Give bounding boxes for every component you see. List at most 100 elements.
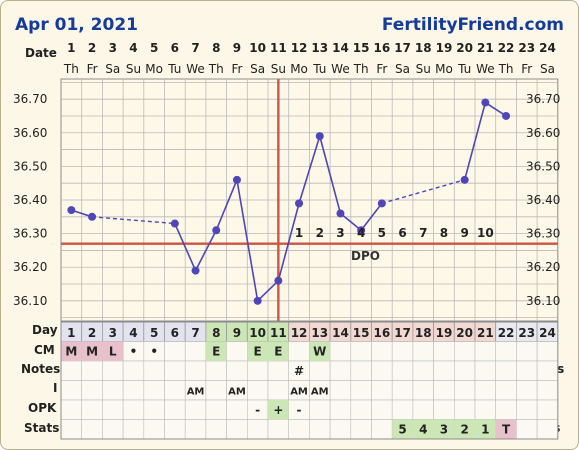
temperature-line-segment: [174, 223, 197, 271]
temperature-point: [295, 199, 304, 208]
temperature-point: [502, 111, 511, 120]
weekday-label: Sa: [540, 62, 555, 76]
cycle-day-number: 7: [191, 326, 199, 340]
opk-value: +: [273, 403, 283, 417]
weekday-label: Mo: [290, 62, 308, 76]
stats-fertile-cell: [454, 419, 475, 439]
table-cell: [267, 380, 290, 401]
cycle-day-number: 4: [129, 326, 137, 340]
dpo-number: 5: [378, 226, 386, 240]
dpo-label: DPO: [351, 249, 380, 263]
table-cell: [184, 360, 207, 381]
y-tick-label-right: 36.20: [526, 260, 560, 274]
intercourse-value: AM: [290, 387, 308, 398]
date-number: 13: [311, 41, 328, 55]
temperature-point: [253, 296, 262, 305]
table-cell: [205, 419, 227, 440]
table-cell: [516, 419, 538, 440]
weekday-label: Su: [271, 62, 286, 76]
y-tick-label-left: 36.50: [13, 159, 47, 173]
table-cell: [329, 360, 352, 381]
table-cell: [516, 399, 538, 420]
table-cell: [184, 399, 207, 420]
cm-period-cell: [81, 341, 103, 361]
table-cell: [164, 360, 186, 381]
weekday-label: We: [331, 62, 350, 76]
table-cell: [205, 380, 227, 401]
weekday-label: Mo: [145, 62, 163, 76]
table-cell: [102, 360, 124, 381]
temperature-point: [170, 219, 179, 228]
date-number: 11: [270, 41, 287, 55]
table-cell: [516, 341, 538, 362]
weekday-label: We: [186, 62, 205, 76]
table-cell: [391, 360, 414, 381]
temperature-point: [191, 266, 200, 275]
date-number: 7: [191, 41, 199, 55]
temperature-line-segment: [339, 212, 362, 231]
table-cell: [391, 341, 414, 362]
cm-label-left: CM: [34, 343, 55, 357]
date-number: 5: [150, 41, 158, 55]
dpo-number: 3: [336, 226, 344, 240]
temperature-line-segment: [257, 280, 279, 302]
temperature-line-gap: [381, 179, 465, 205]
cm-value: •: [130, 345, 138, 359]
table-cell: [81, 399, 103, 420]
y-tick-label-left: 36.40: [13, 193, 47, 207]
cycle-day-number: 2: [88, 326, 96, 340]
table-cell: [412, 399, 434, 420]
stats-value: 3: [440, 423, 448, 437]
table-cell: [184, 341, 207, 362]
table-cell: [143, 380, 165, 401]
temperature-point: [460, 175, 469, 184]
weekday-label: Su: [416, 62, 431, 76]
table-cell: [329, 419, 352, 440]
temperature-point: [315, 132, 324, 141]
intercourse-label-left: I: [53, 381, 57, 395]
table-cell: [226, 341, 248, 362]
stats-fertile-cell: [433, 419, 455, 439]
table-cell: [143, 360, 165, 381]
cycle-day-number: 15: [353, 326, 370, 340]
temperature-point: [212, 226, 221, 235]
table-cell: [226, 419, 248, 440]
intercourse-value: AM: [187, 387, 205, 398]
cycle-day-number: 18: [415, 326, 432, 340]
dpo-number: 10: [477, 226, 494, 240]
table-cell: [371, 399, 393, 420]
table-cell: [81, 419, 103, 440]
stats-value: 1: [481, 423, 489, 437]
stats-value: 5: [398, 423, 406, 437]
table-cell: [309, 399, 331, 420]
table-cell: [495, 399, 517, 420]
cycle-day-number: 16: [373, 326, 390, 340]
table-cell: [371, 341, 393, 362]
day-row-label-left: Day: [32, 323, 58, 337]
stats-value: 4: [419, 423, 427, 437]
weekday-label: Fr: [87, 62, 98, 76]
table-cell: [412, 341, 434, 362]
table-cell: [536, 399, 559, 420]
temperature-point: [357, 226, 366, 235]
date-number: 15: [353, 41, 370, 55]
date-number: 17: [394, 41, 411, 55]
table-cell: [143, 419, 165, 440]
table-cell: [81, 360, 103, 381]
date-number: 19: [436, 41, 453, 55]
y-tick-label-right: 36.60: [526, 126, 560, 140]
table-cell: [350, 380, 372, 401]
temperature-point: [274, 276, 283, 285]
cycle-day-number: 21: [477, 326, 494, 340]
cm-fertile-cell: [309, 341, 331, 361]
table-cell: [164, 380, 186, 401]
table-cell: [247, 360, 269, 381]
dpo-number: 9: [460, 226, 468, 240]
table-cell: [102, 419, 124, 440]
table-cell: [474, 341, 497, 362]
cm-value: M: [65, 345, 77, 359]
temperature-point: [481, 98, 490, 107]
temperature-point: [377, 199, 386, 208]
table-cell: [81, 380, 103, 401]
